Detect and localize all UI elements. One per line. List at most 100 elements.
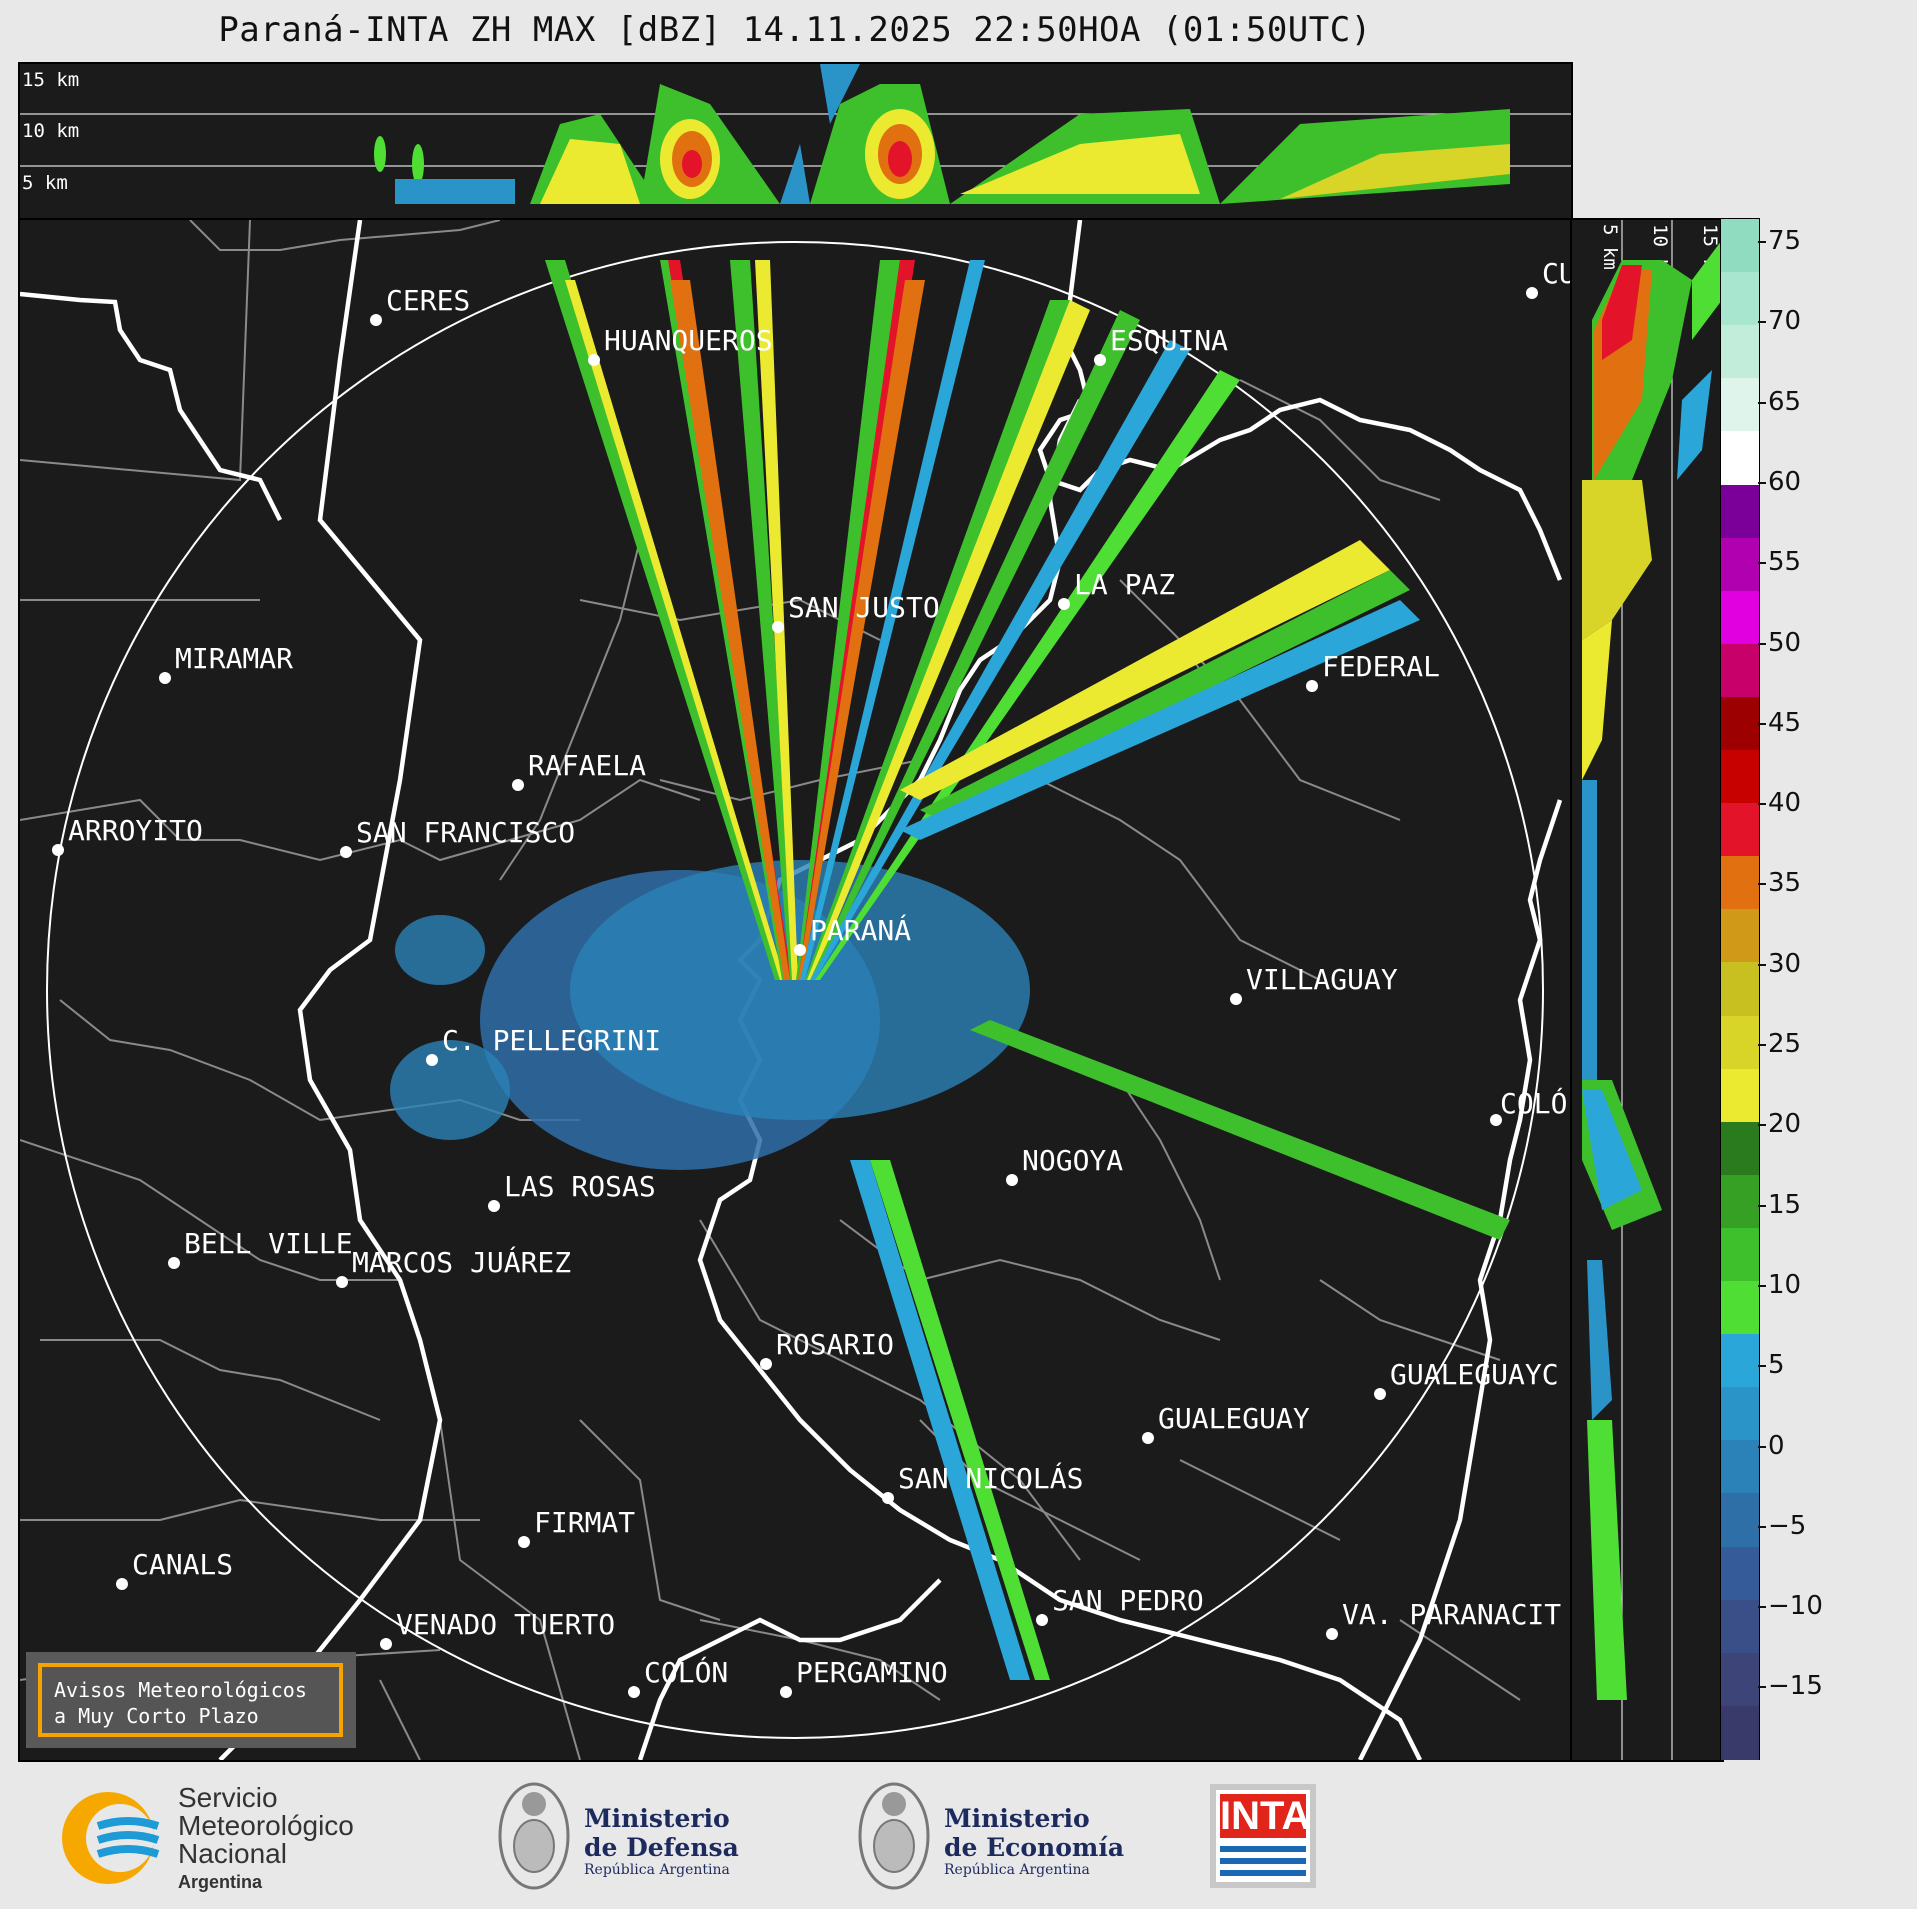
colorbar-segment [1721,1705,1759,1760]
smn-name-line-2: Meteorológico [178,1810,354,1841]
city-label-san-pedro: SAN PEDRO [1052,1584,1204,1617]
top-cross-section-svg: 15 km 10 km 5 km [20,64,1571,204]
city-dot [1036,1614,1048,1626]
page-title: Paraná-INTA ZH MAX [dBZ] 14.11.2025 22:5… [218,10,1372,50]
radar-map-panel: CERES HUANQUEROS ESQUINA CU LA PAZ SAN J… [18,218,1573,1762]
city-dot [426,1054,438,1066]
colorbar-segment [1721,272,1759,327]
radar-echoes [390,260,1510,1680]
colorbar-segment [1721,803,1759,858]
colorbar-segment [1721,484,1759,539]
smn-logo-icon [62,1792,160,1884]
right-height-label-5: 5 km [1599,224,1621,270]
city-label-las-rosas: LAS ROSAS [504,1170,656,1203]
city-dot [370,314,382,326]
city-label-parana: PARANÁ [810,913,911,947]
city-dot [116,1578,128,1590]
city-label-gualeguayc: GUALEGUAYC [1390,1358,1559,1391]
colorbar-tick-label: 25 [1757,1029,1802,1059]
city-dot [168,1257,180,1269]
colorbar-segment [1721,1121,1759,1176]
right-cross-section-svg: 5 km 10 km 15 km [1582,220,1722,1760]
very-short-term-warnings-notice[interactable]: Avisos Meteorológicos a Muy Corto Plazo [38,1663,343,1737]
city-label-la-paz: LA PAZ [1074,568,1175,601]
colorbar-segment [1721,537,1759,592]
colorbar-segment [1721,1546,1759,1601]
colorbar-segment [1721,1227,1759,1283]
city-label-rafaela: RAFAELA [528,749,646,782]
city-dot [772,621,784,633]
smn-name-line-4: Argentina [178,1872,263,1892]
top-height-label-15: 15 km [22,69,79,91]
city-label-federal: FEDERAL [1322,650,1440,683]
notice-line-1: Avisos Meteorológicos [54,1678,307,1702]
top-height-label-10: 10 km [22,120,79,142]
footer-logos: Servicio Meteorológico Nacional Argentin… [0,1762,1917,1909]
colorbar-tick-label: 0 [1758,1430,1785,1461]
colorbar-segment [1721,1174,1759,1229]
city-label-miramar: MIRAMAR [175,642,293,675]
colorbar-tick-label: 40 [1757,788,1802,819]
economia-line-3: República Argentina [944,1862,1090,1878]
colorbar-segment [1721,1068,1759,1123]
city-label-marcos-juarez: MARCOS JUÁREZ [352,1245,571,1279]
colorbar-tick-label: −10 [1758,1591,1823,1622]
city-label-pergamino: PERGAMINO [796,1656,948,1689]
city-label-cu: CU [1542,257,1571,290]
notice-line-2: a Muy Corto Plazo [54,1704,259,1728]
colorbar-segment [1721,1493,1759,1548]
city-dot [882,1492,894,1504]
colorbar-tick-label: −15 [1758,1671,1823,1702]
city-dot [794,944,806,956]
right-echo-shapes [1582,240,1722,1700]
colorbar-segment [1721,431,1759,486]
city-dot [1306,680,1318,692]
city-dot [1142,1432,1154,1444]
radar-range-ring [46,241,1544,1739]
city-dot [1490,1114,1502,1126]
city-dot [628,1686,640,1698]
city-dot [1526,287,1538,299]
city-dot [1230,993,1242,1005]
city-label-huanqueros: HUANQUEROS [604,324,773,357]
argentina-seal-icon [498,1782,570,1890]
city-label-rosario: ROSARIO [776,1328,894,1361]
colorbar-segment [1721,962,1759,1017]
city-label-san-francisco: SAN FRANCISCO [356,816,575,849]
smn-name-line-3: Nacional [178,1838,287,1869]
defensa-line-3: República Argentina [584,1862,730,1878]
top-echo-shapes [374,64,1510,204]
city-dot [780,1686,792,1698]
economia-line-1: Ministerio [944,1804,1090,1833]
city-label-colo: COLÓ [1500,1086,1567,1120]
colorbar-tick-label: 55 [1757,547,1802,578]
right-cross-section-panel: 5 km 10 km 15 km [1570,218,1724,1762]
colorbar-segment [1721,1334,1759,1389]
city-dot [380,1638,392,1650]
colorbar-tick-label: 30 [1757,948,1802,979]
colorbar-tick-label: 35 [1757,868,1802,899]
colorbar-segment [1721,590,1759,645]
colorbar-tick-label: 75 [1757,226,1802,256]
city-label-canals: CANALS [132,1548,233,1581]
economia-line-2: de Economía [944,1833,1125,1862]
city-label-esquina: ESQUINA [1110,324,1228,357]
city-label-venado-tuerto: VENADO TUERTO [396,1608,615,1641]
colorbar-segment [1721,1387,1759,1442]
city-dot [1094,354,1106,366]
city-dot [512,779,524,791]
colorbar-segment [1721,1440,1759,1495]
colorbar-tick-label: 65 [1757,386,1802,417]
city-dot [336,1276,348,1288]
city-dot [588,354,600,366]
colorbar-segment [1721,219,1759,274]
colorbar-segment [1721,643,1759,698]
city-label-san-justo: SAN JUSTO [788,591,940,624]
city-label-ceres: CERES [386,284,470,317]
city-dot [760,1358,772,1370]
colorbar-tick-label: 45 [1757,707,1802,738]
city-dot [518,1536,530,1548]
city-label-bell-ville: BELL VILLE [184,1227,353,1260]
colorbar-tick-label: 60 [1757,466,1802,497]
colorbar-tick-label: 10 [1757,1269,1802,1300]
